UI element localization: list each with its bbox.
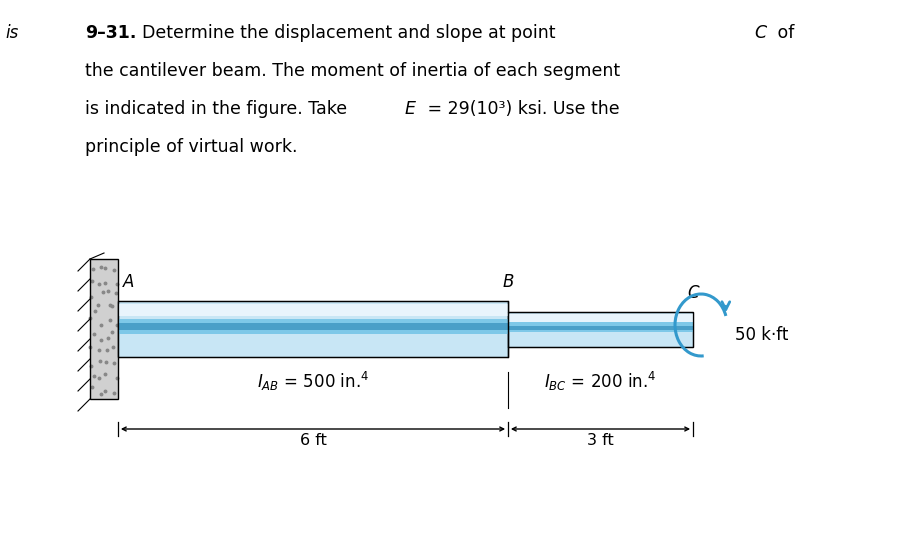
Text: E: E <box>405 100 416 118</box>
Text: principle of virtual work.: principle of virtual work. <box>85 138 298 156</box>
Text: C: C <box>754 24 766 42</box>
Text: C: C <box>688 284 698 302</box>
Text: $I_{AB}$ = 500 in.$^{4}$: $I_{AB}$ = 500 in.$^{4}$ <box>256 370 369 393</box>
Text: 6 ft: 6 ft <box>300 433 327 448</box>
Text: Determine the displacement and slope at point: Determine the displacement and slope at … <box>142 24 561 42</box>
Bar <box>118 323 508 331</box>
Text: the cantilever beam. The moment of inertia of each segment: the cantilever beam. The moment of inert… <box>85 62 620 80</box>
Text: 9–31.: 9–31. <box>85 24 137 42</box>
Bar <box>508 322 693 332</box>
Text: B: B <box>502 273 514 291</box>
Text: of: of <box>772 24 795 42</box>
Bar <box>118 304 508 317</box>
Bar <box>118 301 508 357</box>
Text: 50 k·ft: 50 k·ft <box>735 326 788 344</box>
Bar <box>508 311 693 347</box>
Bar <box>118 301 508 357</box>
Text: 3 ft: 3 ft <box>587 433 614 448</box>
Bar <box>508 311 693 347</box>
Text: = 29(10³) ksi. Use the: = 29(10³) ksi. Use the <box>422 100 619 118</box>
Bar <box>90 259 118 399</box>
Bar <box>90 259 118 399</box>
Text: is indicated in the figure. Take: is indicated in the figure. Take <box>85 100 353 118</box>
Bar <box>508 326 693 330</box>
Text: A: A <box>123 273 134 291</box>
Text: is: is <box>5 24 18 42</box>
Bar <box>118 319 508 334</box>
Text: $I_{BC}$ = 200 in.$^{4}$: $I_{BC}$ = 200 in.$^{4}$ <box>544 370 657 393</box>
Bar <box>508 314 693 323</box>
